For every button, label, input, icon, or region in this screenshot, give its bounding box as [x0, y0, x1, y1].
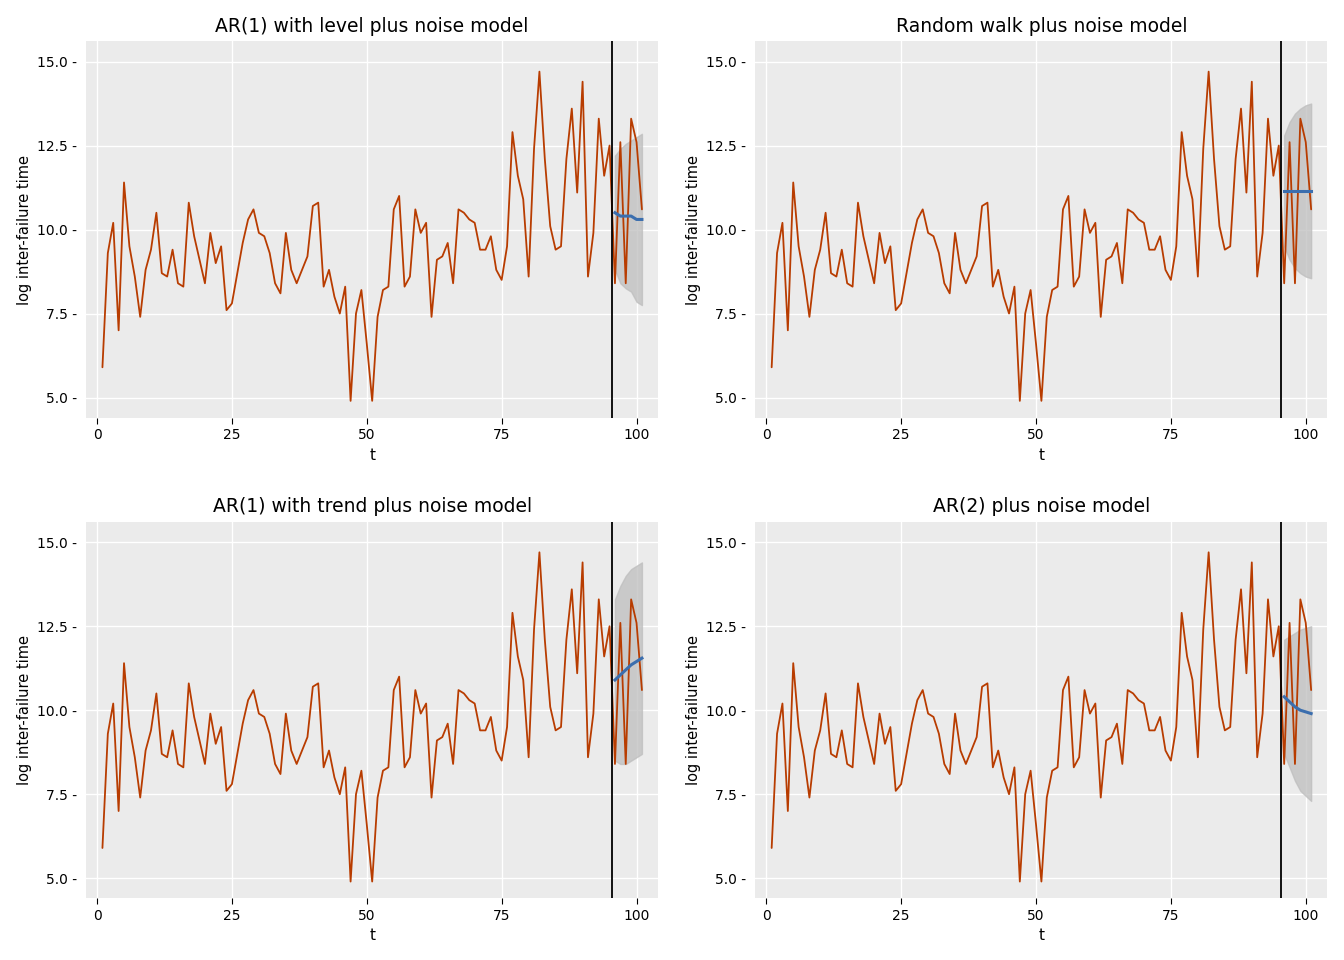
Title: AR(2) plus noise model: AR(2) plus noise model [933, 497, 1150, 516]
Y-axis label: log inter-failure time: log inter-failure time [685, 636, 700, 785]
X-axis label: t: t [370, 928, 375, 944]
Y-axis label: log inter-failure time: log inter-failure time [16, 636, 32, 785]
X-axis label: t: t [370, 447, 375, 463]
X-axis label: t: t [1039, 928, 1044, 944]
Title: Random walk plus noise model: Random walk plus noise model [895, 16, 1187, 36]
X-axis label: t: t [1039, 447, 1044, 463]
Title: AR(1) with trend plus noise model: AR(1) with trend plus noise model [212, 497, 532, 516]
Y-axis label: log inter-failure time: log inter-failure time [685, 155, 700, 304]
Title: AR(1) with level plus noise model: AR(1) with level plus noise model [215, 16, 530, 36]
Y-axis label: log inter-failure time: log inter-failure time [16, 155, 32, 304]
